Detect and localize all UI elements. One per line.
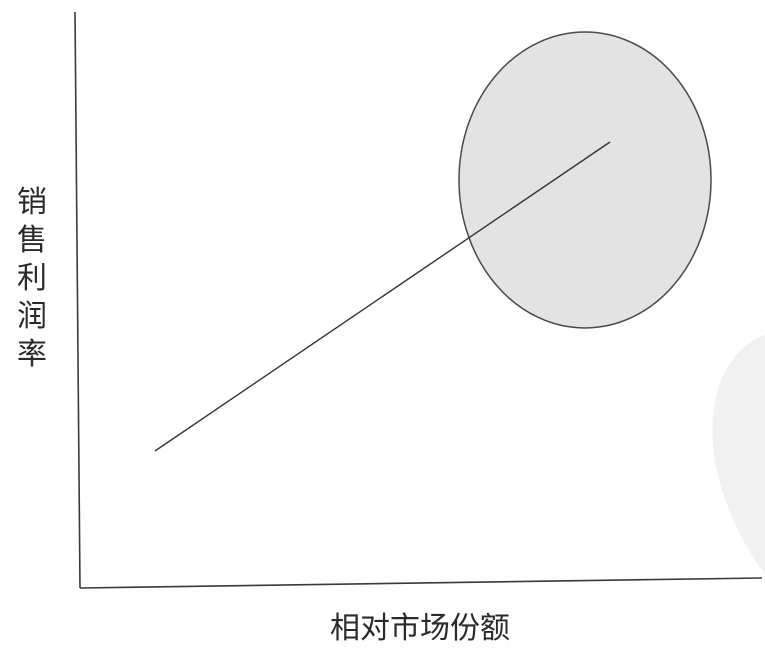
y-axis-label: 销售利润率 [17,185,47,372]
corner-shade [712,335,765,575]
y-axis-label-char: 润 [17,299,47,334]
y-axis-label-char: 利 [17,261,47,296]
x-axis [79,577,763,589]
y-axis-label-char: 销 [17,185,47,220]
trend-line [154,141,611,452]
x-axis-label: 相对市场份额 [330,611,510,646]
y-axis-label-char: 售 [17,223,47,258]
y-axis-label-char: 率 [17,337,47,372]
highlight-ellipse [458,31,712,329]
y-axis [74,11,81,589]
